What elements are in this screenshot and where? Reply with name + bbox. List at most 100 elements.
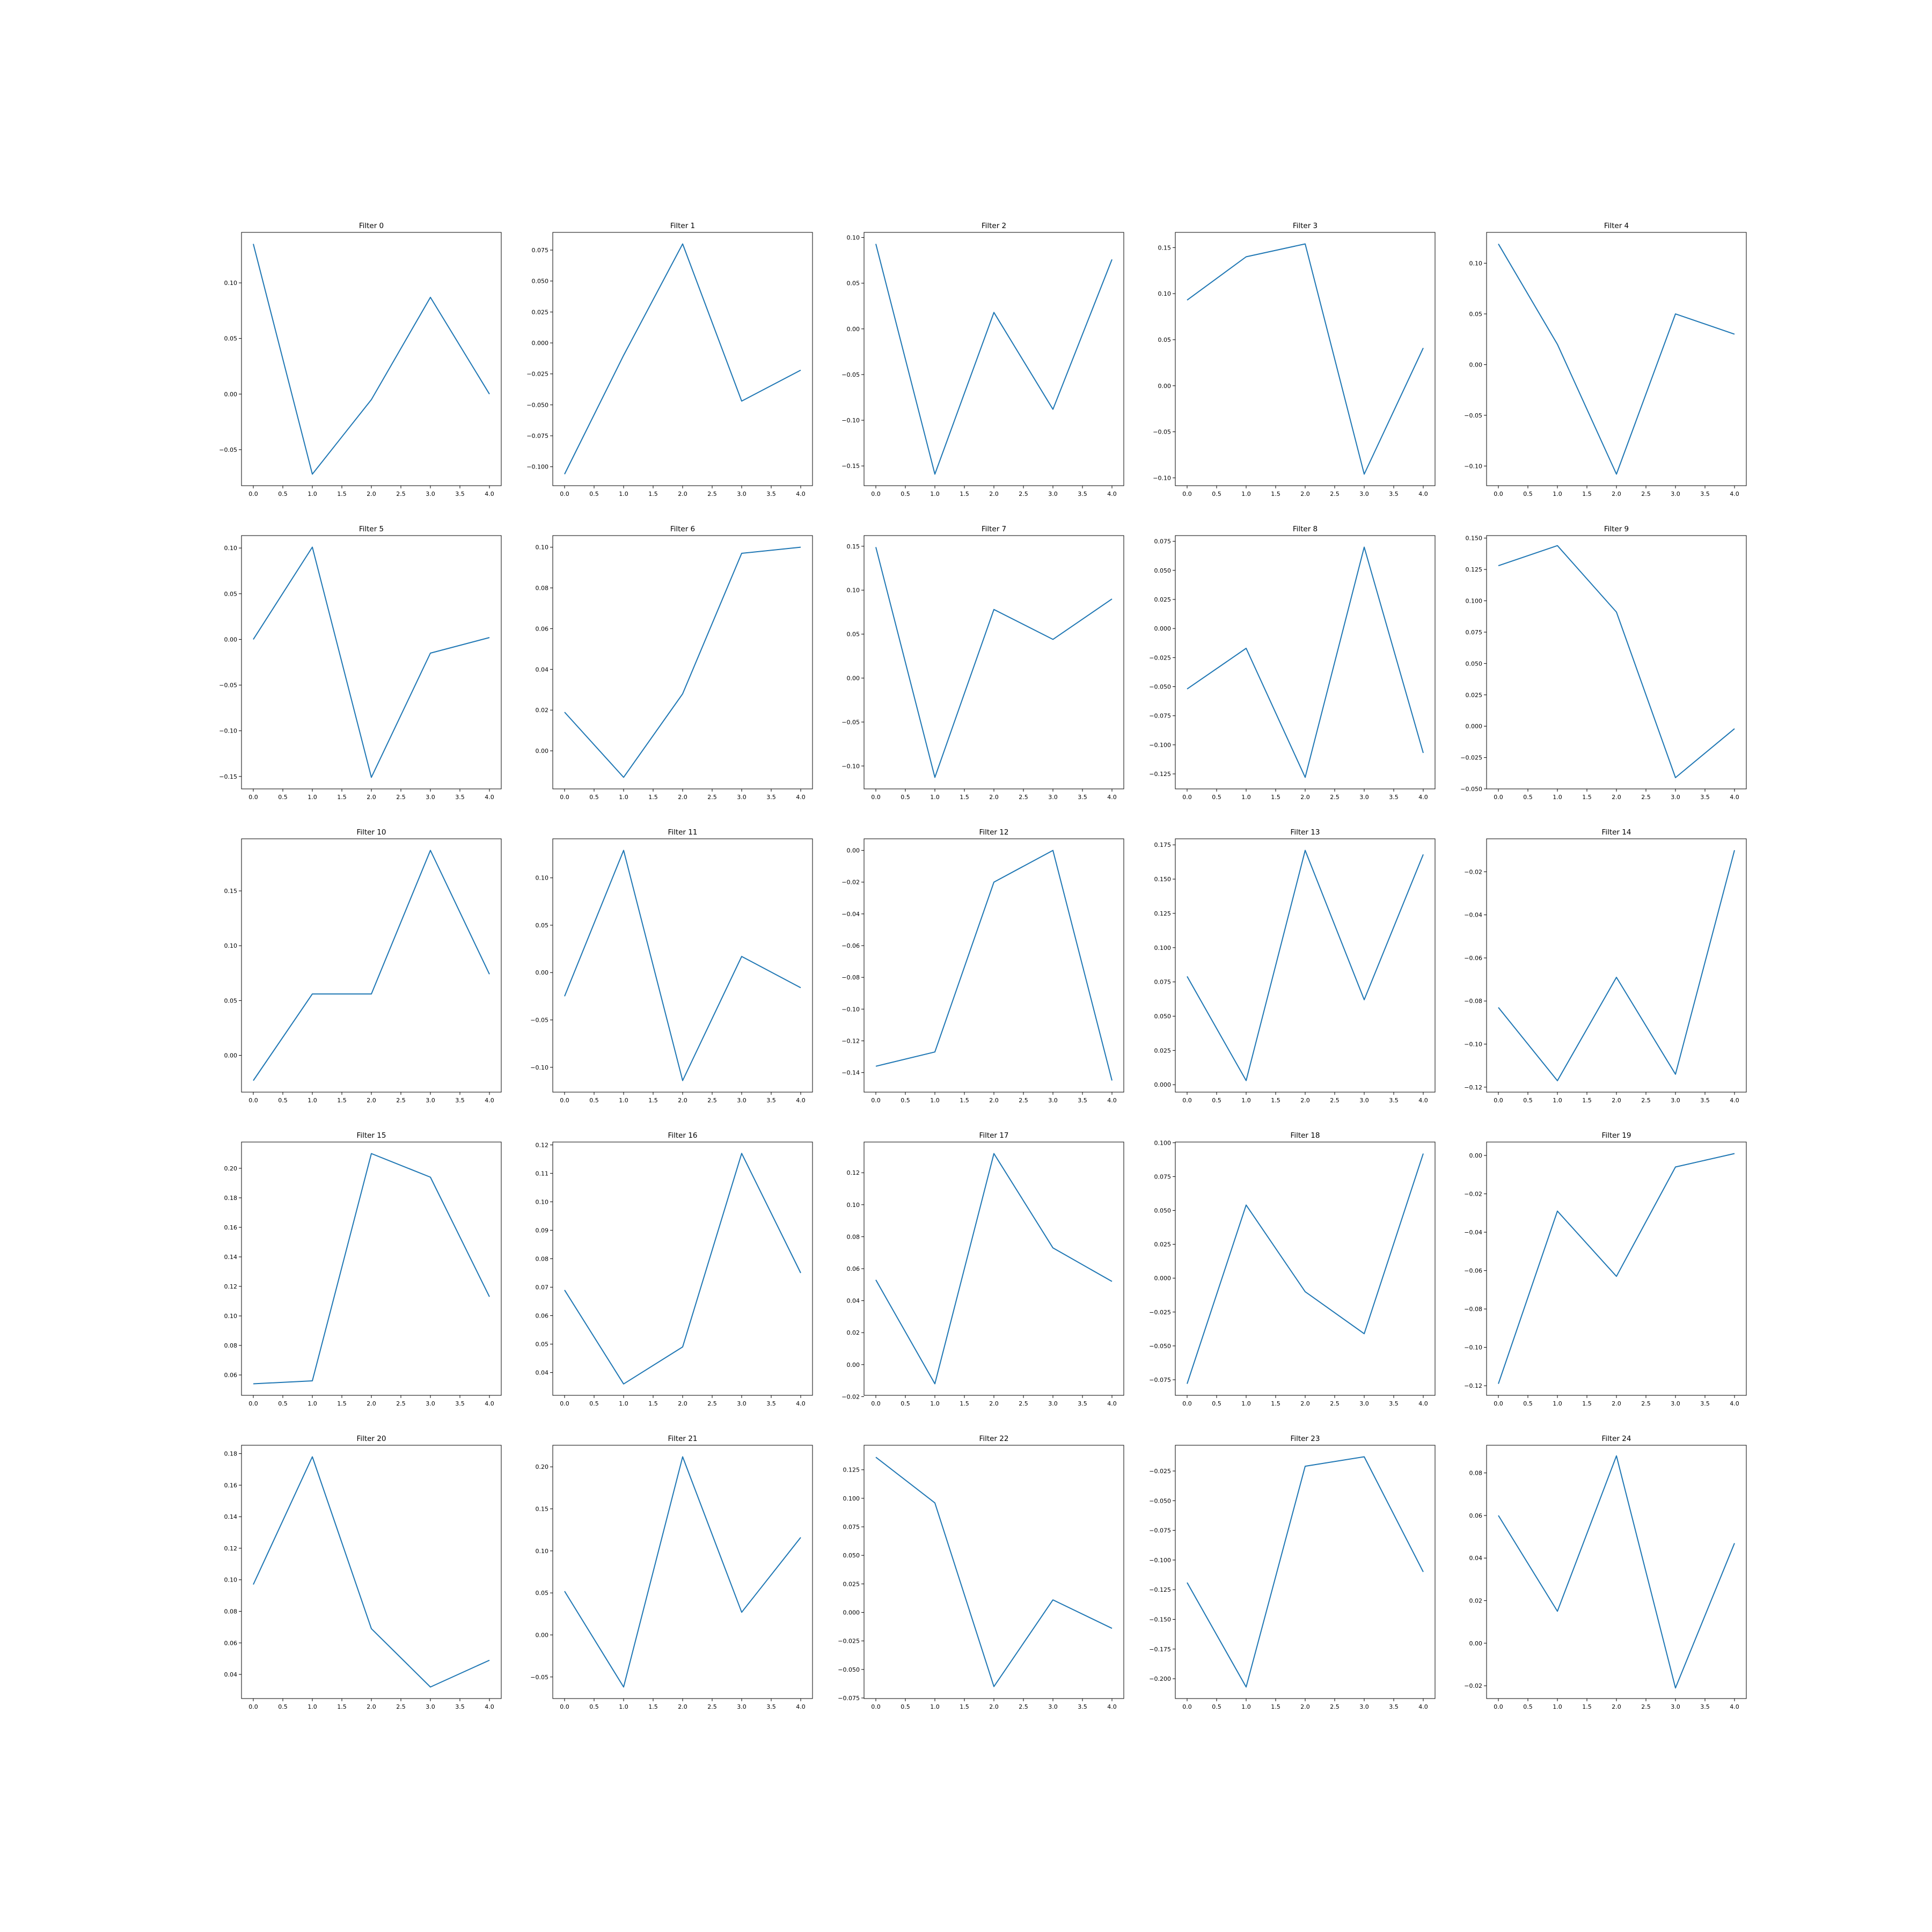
x-tick-label: 1.5	[648, 1703, 658, 1710]
x-tick-label: 3.0	[1048, 794, 1058, 801]
y-tick-label: −0.04	[1464, 1229, 1482, 1236]
series-line	[564, 1153, 801, 1385]
axes-frame	[552, 838, 813, 1093]
y-tick-label: 0.125	[1466, 566, 1483, 573]
y-tick-label: 0.05	[1469, 311, 1483, 318]
y-tick-label: −0.10	[841, 1006, 860, 1013]
y-tick-label: 0.12	[536, 1141, 549, 1148]
y-tick-label: −0.025	[1460, 755, 1482, 762]
y-tick-label: −0.08	[1464, 998, 1482, 1005]
axes-frame	[1486, 1141, 1747, 1396]
x-tick-label: 2.5	[1641, 1703, 1651, 1710]
y-tick-label: −0.100	[1149, 742, 1171, 749]
x-tick-label: 3.5	[1700, 1400, 1710, 1407]
x-tick-label: 4.0	[485, 1097, 494, 1104]
y-tick-label: −0.050	[838, 1666, 860, 1673]
subplot-16: Filter 16 0.0 0.5 1.0 1.5 2.0 2.5 3.0 3.5 4.0 0.04…	[536, 1131, 813, 1407]
x-tick-label: 4.0	[796, 491, 806, 497]
x-tick-label: 3.0	[1671, 794, 1680, 801]
y-tick-label: −0.02	[1464, 1682, 1482, 1689]
x-tick-label: 0.5	[901, 1400, 910, 1407]
y-tick-label: 0.050	[1154, 1013, 1172, 1020]
y-tick-label: −0.175	[1149, 1646, 1171, 1653]
x-tick-label: 2.0	[367, 1703, 376, 1710]
x-tick-label: 3.0	[1359, 491, 1369, 497]
x-tick-label: 3.5	[1389, 1097, 1399, 1104]
axes-frame	[863, 535, 1124, 789]
y-tick-label: 0.15	[224, 888, 238, 895]
y-tick-label: 0.025	[843, 1580, 860, 1587]
x-tick-label: 2.5	[1019, 491, 1028, 497]
y-tick-label: 0.00	[536, 1631, 549, 1638]
y-tick-label: 0.05	[536, 922, 549, 929]
x-tick-label: 3.5	[1700, 491, 1710, 497]
y-tick-label: 0.050	[1154, 1207, 1172, 1214]
y-tick-label: −0.150	[1149, 1616, 1171, 1623]
y-tick-label: −0.050	[526, 401, 548, 408]
axes-frame	[552, 535, 813, 789]
series-line	[564, 850, 801, 1081]
y-tick-label: 0.100	[1154, 945, 1172, 952]
x-tick-label: 2.0	[1612, 794, 1621, 801]
x-tick-label: 2.5	[1019, 794, 1028, 801]
x-tick-label: 1.5	[648, 1400, 658, 1407]
x-tick-label: 3.0	[426, 1703, 435, 1710]
x-tick-label: 1.5	[1271, 491, 1280, 497]
x-tick-label: 3.0	[737, 1097, 747, 1104]
subplot-title: Filter 9	[1604, 525, 1629, 533]
y-tick-label: 0.00	[536, 969, 549, 976]
x-tick-label: 3.0	[1671, 491, 1680, 497]
axes-frame	[1175, 838, 1436, 1093]
y-tick-label: −0.12	[1464, 1382, 1482, 1389]
x-tick-label: 2.5	[1641, 794, 1651, 801]
y-tick-label: 0.000	[843, 1609, 860, 1616]
series-line	[875, 244, 1113, 475]
x-tick-label: 1.5	[1271, 1400, 1280, 1407]
x-tick-label: 2.5	[1641, 1400, 1651, 1407]
axes-frame	[1175, 535, 1436, 789]
x-tick-label: 4.0	[485, 491, 494, 497]
y-tick-label: 0.100	[843, 1495, 860, 1502]
x-tick-label: 2.5	[396, 794, 406, 801]
x-tick-label: 0.0	[1182, 1703, 1192, 1710]
y-tick-label: 0.07	[536, 1284, 549, 1291]
x-tick-label: 0.5	[278, 794, 288, 801]
y-tick-label: 0.10	[224, 942, 238, 949]
x-tick-label: 0.5	[589, 794, 599, 801]
x-tick-label: 0.5	[1523, 491, 1533, 497]
x-tick-label: 1.5	[1271, 794, 1280, 801]
x-tick-label: 1.0	[930, 1400, 940, 1407]
y-tick-label: 0.050	[843, 1552, 860, 1559]
axes-frame	[241, 232, 502, 486]
series-line	[1498, 545, 1735, 778]
subplot-title: Filter 8	[1293, 525, 1318, 533]
y-tick-label: 0.075	[1154, 1173, 1172, 1180]
x-tick-label: 3.0	[426, 1400, 435, 1407]
y-tick-label: 0.06	[1469, 1512, 1483, 1519]
y-tick-label: 0.04	[847, 1298, 860, 1305]
x-tick-label: 0.0	[248, 1400, 258, 1407]
x-tick-label: 2.0	[678, 1703, 687, 1710]
x-tick-label: 0.5	[901, 794, 910, 801]
y-tick-label: 0.15	[1158, 244, 1172, 251]
x-tick-label: 2.0	[989, 491, 999, 497]
y-tick-label: 0.10	[536, 1548, 549, 1555]
x-tick-label: 1.0	[930, 491, 940, 497]
x-tick-label: 2.0	[1300, 491, 1310, 497]
y-tick-label: −0.050	[1149, 1497, 1171, 1504]
y-tick-label: 0.05	[224, 997, 238, 1004]
x-tick-label: 4.0	[1418, 491, 1428, 497]
y-tick-label: 0.08	[224, 1608, 238, 1615]
subplot-1: Filter 1 0.0 0.5 1.0 1.5 2.0 2.5 3.0 3.5 4.0 −0.10…	[526, 222, 813, 497]
subplot-20: Filter 20 0.0 0.5 1.0 1.5 2.0 2.5 3.0 3.5 4.0 0.04…	[224, 1435, 502, 1710]
y-tick-label: 0.04	[224, 1671, 238, 1678]
x-tick-label: 2.0	[678, 1097, 687, 1104]
axes-frame	[241, 1141, 502, 1396]
y-tick-label: 0.05	[536, 1341, 549, 1348]
x-tick-label: 2.5	[1330, 491, 1340, 497]
x-tick-label: 1.0	[308, 1400, 317, 1407]
x-tick-label: 4.0	[796, 1703, 806, 1710]
x-tick-label: 0.0	[560, 794, 569, 801]
x-tick-label: 1.0	[1553, 1097, 1562, 1104]
